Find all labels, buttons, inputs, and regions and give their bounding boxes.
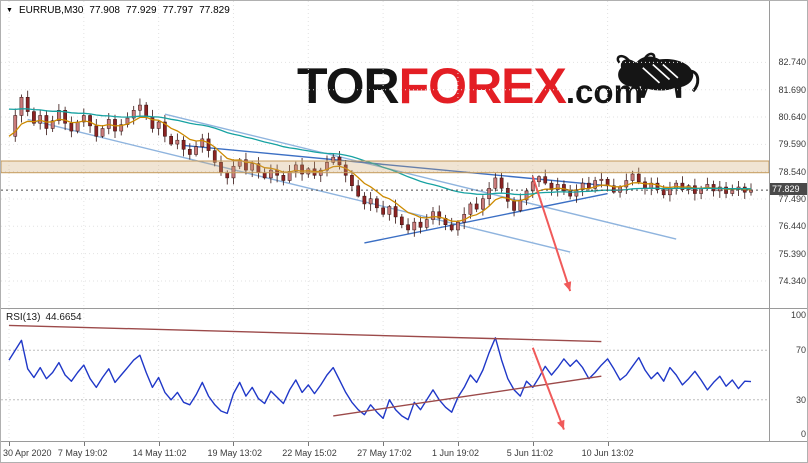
panel-separator[interactable] — [1, 308, 807, 309]
price-tick-label: 77.490 — [778, 193, 806, 204]
time-tick-mark — [532, 442, 534, 446]
rsi-tick-label: 30 — [795, 394, 806, 405]
price-tick-label: 81.690 — [778, 84, 806, 95]
ohlc-close: 77.829 — [199, 5, 230, 16]
time-tick-mark — [308, 442, 310, 446]
rsi-label: RSI(13) — [6, 312, 41, 323]
time-tick-label: 1 Jun 19:02 — [431, 448, 479, 458]
time-axis-separator — [1, 441, 807, 442]
ohlc-open: 77.908 — [89, 5, 120, 16]
symbol-label: EURRUB,M30 — [18, 5, 84, 16]
time-tick-label: 7 May 19:02 — [57, 448, 108, 458]
ohlc-low: 77.797 — [162, 5, 194, 16]
torforex-logo-text: TOR FOREX .com — [297, 61, 697, 111]
rsi-axis[interactable]: 100 70 30 0 — [770, 309, 807, 441]
time-tick-label: 19 May 13:02 — [207, 448, 263, 458]
price-tick-label: 82.740 — [778, 57, 806, 68]
time-tick-label: 5 Jun 11:02 — [506, 448, 554, 458]
logo-forex: FOREX — [398, 58, 567, 114]
time-tick-label: 22 May 15:02 — [282, 448, 337, 458]
time-tick-mark — [158, 442, 160, 446]
price-axis[interactable]: 77.829 82.740 81.690 80.640 79.590 78.540 77.… — [770, 1, 807, 308]
symbol-marker-icon: ▼ — [6, 7, 13, 14]
price-tick-label: 76.440 — [778, 221, 806, 232]
rsi-tick-label: 70 — [795, 345, 806, 356]
time-tick-mark — [83, 442, 85, 446]
torforex-logo: TOR FOREX .com — [297, 52, 700, 135]
time-tick-label: 27 May 17:02 — [357, 448, 412, 458]
rsi-value: 44.6654 — [45, 312, 82, 323]
price-tick-label: 79.590 — [778, 139, 806, 150]
price-tick-label: 75.390 — [778, 248, 806, 259]
bull-icon — [616, 52, 700, 98]
time-tick-mark — [457, 442, 459, 446]
axis-vertical-separator — [769, 1, 770, 441]
price-plot[interactable] — [1, 1, 769, 308]
price-tick-label: 78.540 — [778, 166, 806, 177]
rsi-tick-label: 0 — [800, 429, 806, 439]
time-tick-mark — [607, 442, 609, 446]
chart-header: ▼ EURRUB,M30 77.908 77.929 77.797 77.829 — [6, 5, 230, 16]
time-tick-mark — [383, 442, 385, 446]
rsi-tick-label: 100 — [790, 310, 806, 320]
price-chart-panel: TOR FOREX .com ▼ EURRUB,M30 77.908 77.92… — [1, 1, 769, 308]
ohlc-high: 77.929 — [126, 5, 157, 16]
time-axis[interactable]: 30 Apr 2020 7 May 19:02 14 May 11:02 19 May… — [1, 442, 807, 462]
time-tick-label: 14 May 11:02 — [132, 448, 187, 458]
time-tick-label: 10 Jun 13:02 — [581, 448, 634, 458]
price-tick-label: 74.340 — [778, 275, 806, 286]
price-tick-label: 80.640 — [778, 112, 806, 123]
rsi-header: RSI(13) 44.6654 — [6, 312, 82, 323]
time-tick-mark — [233, 442, 235, 446]
logo-tor: TOR — [297, 58, 400, 114]
time-tick-mark — [9, 442, 10, 446]
time-tick-label: 30 Apr 2020 — [3, 448, 52, 458]
rsi-plot[interactable] — [1, 309, 769, 441]
rsi-panel: RSI(13) 44.6654 — [1, 309, 769, 441]
current-price-badge: 77.829 — [770, 183, 807, 196]
